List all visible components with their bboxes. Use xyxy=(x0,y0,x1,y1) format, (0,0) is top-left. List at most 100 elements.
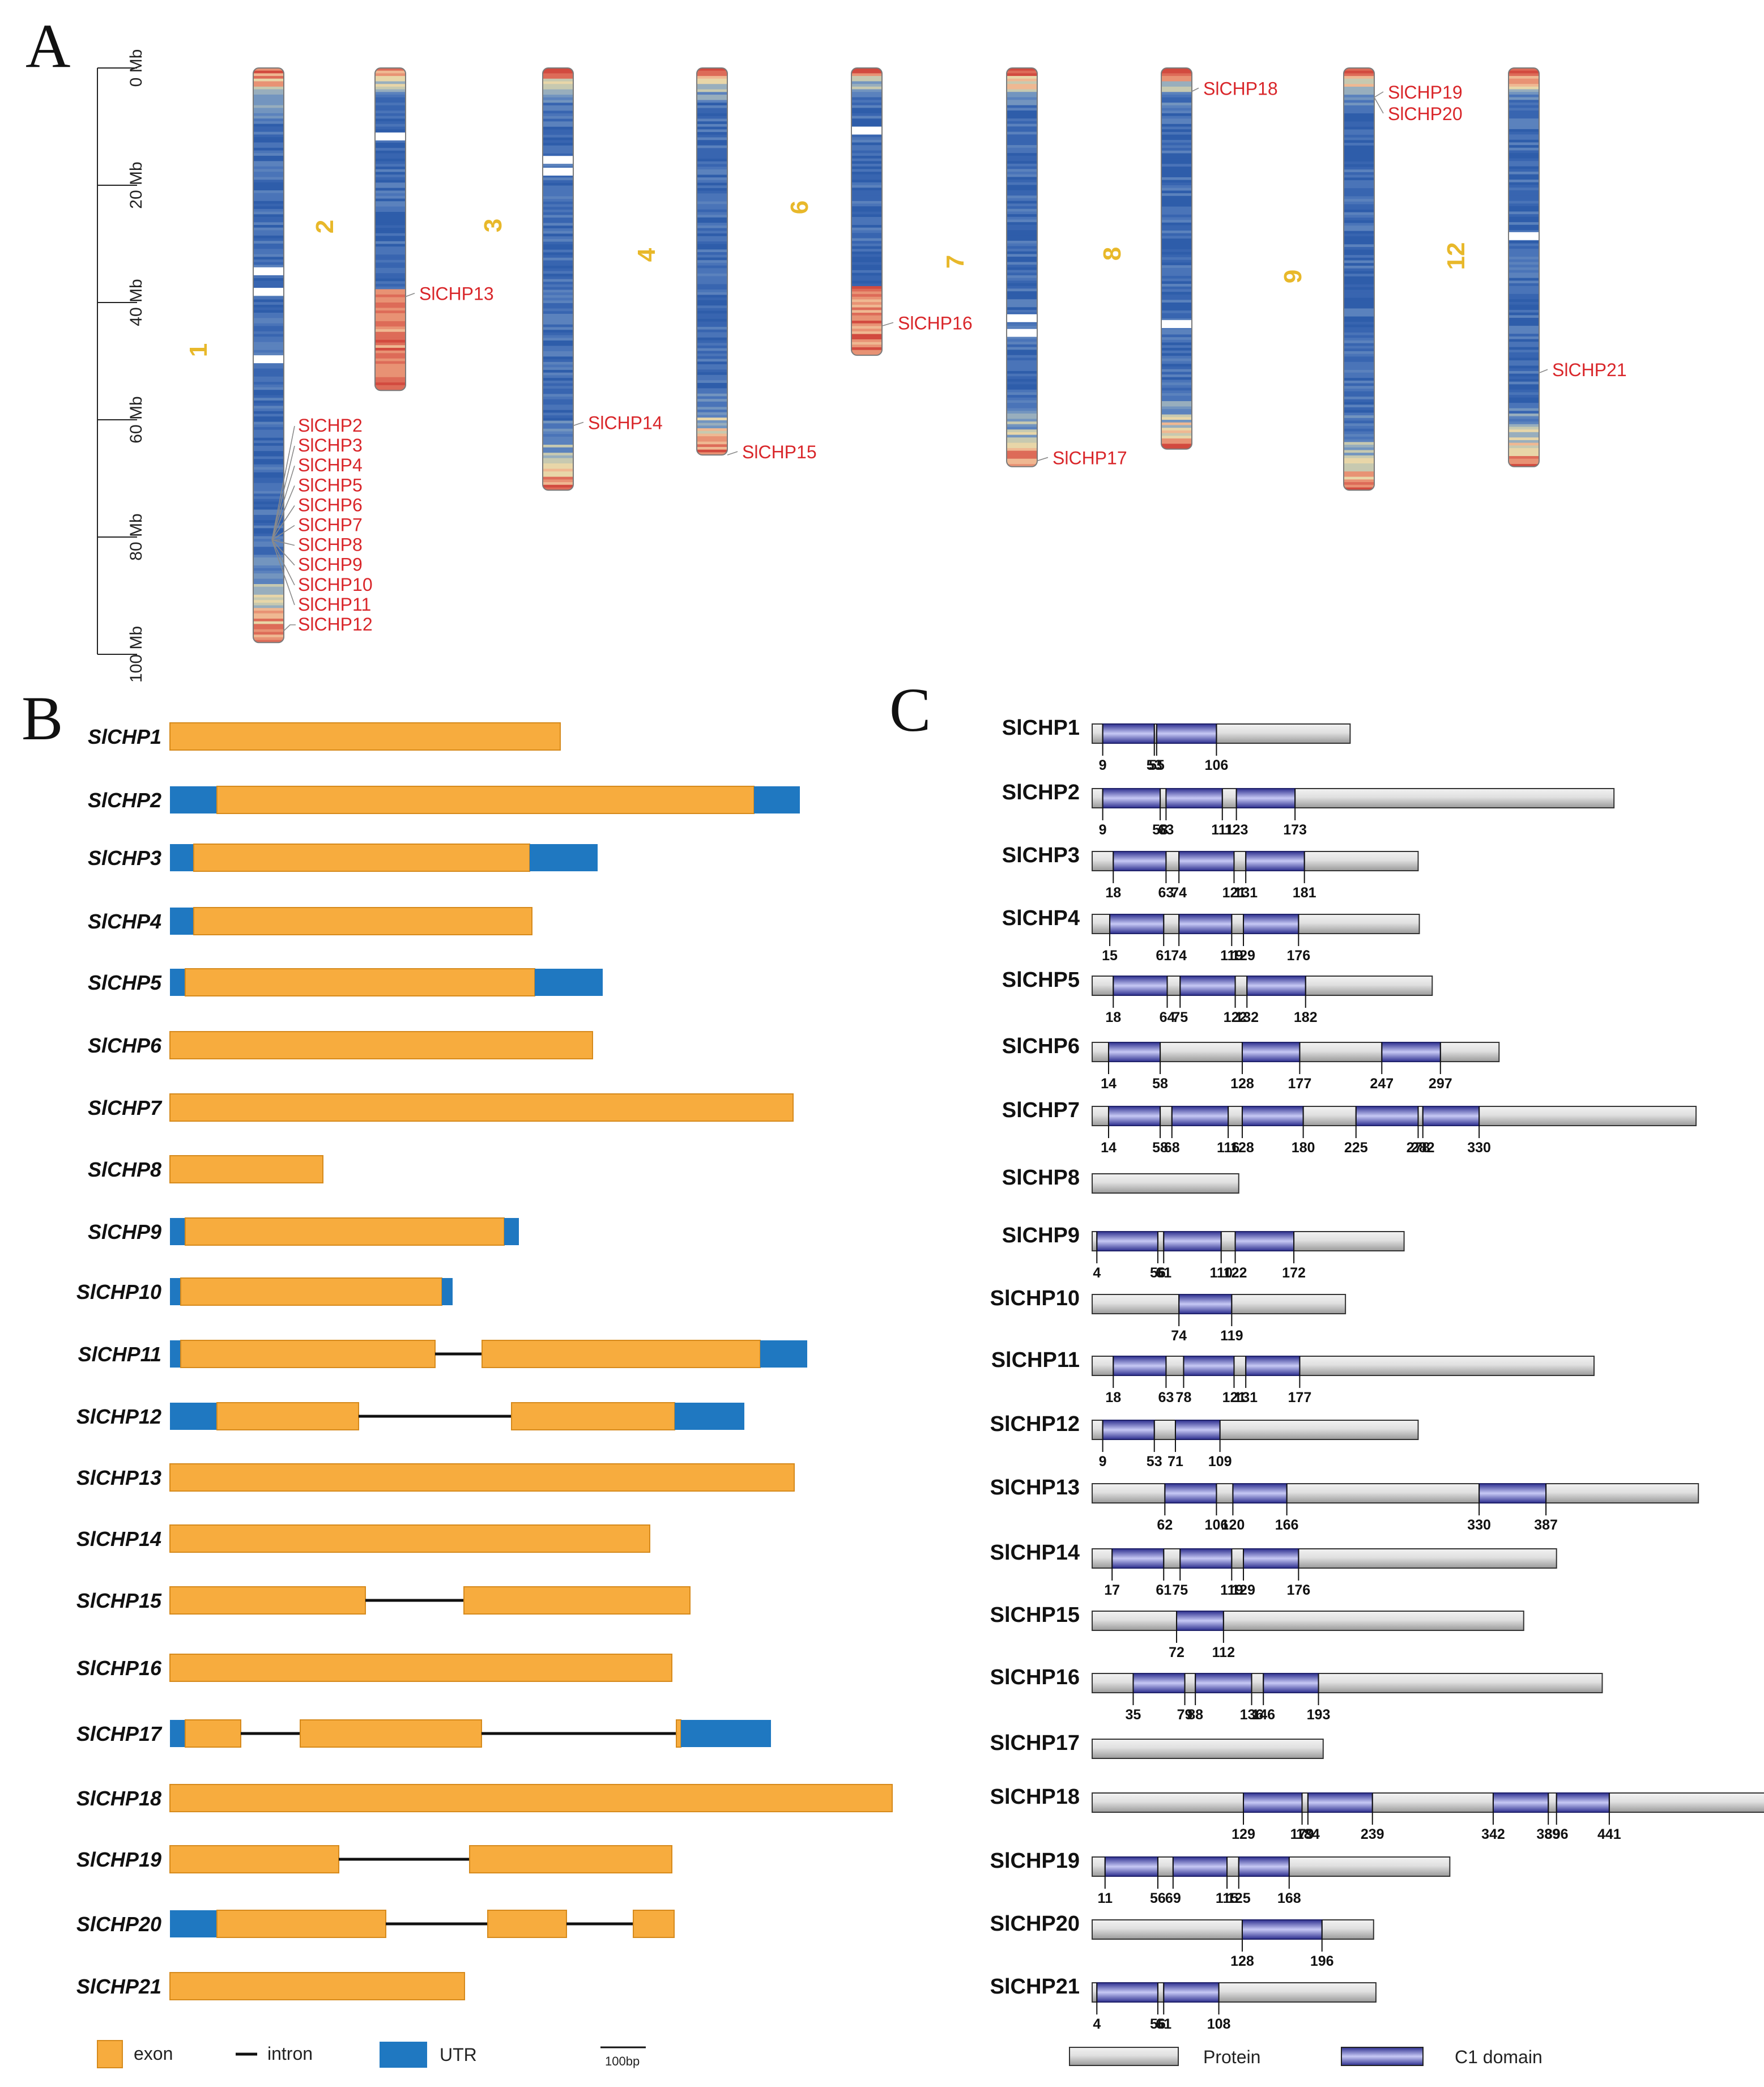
density-band xyxy=(1344,282,1374,285)
chromosome-outline xyxy=(253,67,284,644)
density-band xyxy=(375,308,406,311)
density-band xyxy=(1007,126,1037,130)
domain-position-label: 396 xyxy=(1545,1826,1569,1842)
density-band xyxy=(1007,118,1037,122)
density-band xyxy=(697,420,727,424)
density-band xyxy=(253,414,284,417)
protein-bar xyxy=(1092,1792,1764,1813)
density-band xyxy=(1161,95,1192,98)
density-band xyxy=(1509,97,1539,100)
density-band xyxy=(253,555,284,558)
density-band xyxy=(851,188,882,191)
density-band xyxy=(543,81,573,84)
density-band xyxy=(375,164,406,167)
density-band xyxy=(375,185,406,189)
legend-exon-label: exon xyxy=(134,2043,173,2064)
chromosome-density-bands xyxy=(1007,68,1037,467)
density-band xyxy=(1161,428,1192,431)
density-band xyxy=(253,129,284,133)
density-band xyxy=(851,137,882,140)
density-band xyxy=(253,568,284,572)
density-band xyxy=(697,116,727,120)
density-band xyxy=(543,223,573,226)
density-band xyxy=(851,294,882,297)
density-band xyxy=(1161,185,1192,189)
density-band xyxy=(253,637,284,641)
density-band xyxy=(1509,116,1539,119)
panel-a-letter: A xyxy=(25,11,70,80)
density-band xyxy=(851,76,882,79)
density-band xyxy=(1161,142,1192,146)
density-band xyxy=(1344,78,1374,82)
density-band xyxy=(1509,102,1539,106)
density-band xyxy=(697,118,727,122)
domain-position-label: 18 xyxy=(1105,1010,1121,1025)
density-band xyxy=(697,172,727,176)
density-band xyxy=(1161,316,1192,319)
density-band xyxy=(1007,400,1037,403)
density-band xyxy=(375,225,406,228)
density-band xyxy=(697,198,727,202)
density-band xyxy=(1509,259,1539,263)
density-band xyxy=(1344,247,1374,250)
density-band xyxy=(543,196,573,199)
density-band xyxy=(1007,185,1037,188)
gene-label: SlCHP10 xyxy=(298,574,373,595)
density-band xyxy=(1007,437,1037,441)
density-band xyxy=(1161,380,1192,383)
density-band xyxy=(1161,420,1192,423)
density-band xyxy=(375,316,406,319)
density-band xyxy=(543,199,573,202)
density-band xyxy=(1007,389,1037,393)
density-band xyxy=(697,246,727,250)
density-band xyxy=(1007,427,1037,430)
density-band xyxy=(851,113,882,117)
density-band xyxy=(253,480,284,484)
domain-position-label: 129 xyxy=(1232,948,1255,964)
domain-position-label: 68 xyxy=(1164,1140,1180,1156)
density-band xyxy=(697,68,727,71)
density-band xyxy=(1161,308,1192,311)
density-band xyxy=(375,108,406,111)
density-band xyxy=(1509,193,1539,196)
density-band xyxy=(253,376,284,380)
density-band xyxy=(697,337,727,341)
density-band xyxy=(1161,411,1192,415)
density-band xyxy=(1344,164,1374,168)
density-band xyxy=(253,427,284,431)
density-band xyxy=(543,423,573,427)
density-band xyxy=(1161,259,1192,263)
density-band xyxy=(851,249,882,252)
density-band xyxy=(1161,401,1192,404)
density-band xyxy=(1161,233,1192,236)
density-band xyxy=(253,238,284,241)
density-band xyxy=(1007,76,1037,79)
utr-segment xyxy=(170,969,185,996)
density-band xyxy=(697,78,727,82)
density-band xyxy=(697,265,727,269)
chromosome-gap xyxy=(253,288,284,296)
density-band xyxy=(253,520,284,523)
density-band xyxy=(1344,305,1374,309)
gene-structure-panel: SlCHP1SlCHP2SlCHP3SlCHP4SlCHP5SlCHP6SlCH… xyxy=(76,722,893,2000)
density-band xyxy=(1161,270,1192,274)
density-band xyxy=(697,268,727,271)
density-band xyxy=(1509,121,1539,125)
density-band xyxy=(543,407,573,411)
density-band xyxy=(253,629,284,633)
density-band xyxy=(253,275,284,279)
density-band xyxy=(1509,448,1539,452)
density-band xyxy=(253,613,284,616)
density-band xyxy=(697,215,727,218)
density-band xyxy=(1509,272,1539,276)
density-band xyxy=(375,329,406,333)
density-band xyxy=(1007,326,1037,329)
density-band xyxy=(1007,262,1037,265)
c1-domain xyxy=(1156,723,1217,744)
density-band xyxy=(1007,171,1037,175)
density-band xyxy=(1344,343,1374,347)
density-band xyxy=(1007,73,1037,76)
density-band xyxy=(253,517,284,521)
density-band xyxy=(1161,201,1192,205)
